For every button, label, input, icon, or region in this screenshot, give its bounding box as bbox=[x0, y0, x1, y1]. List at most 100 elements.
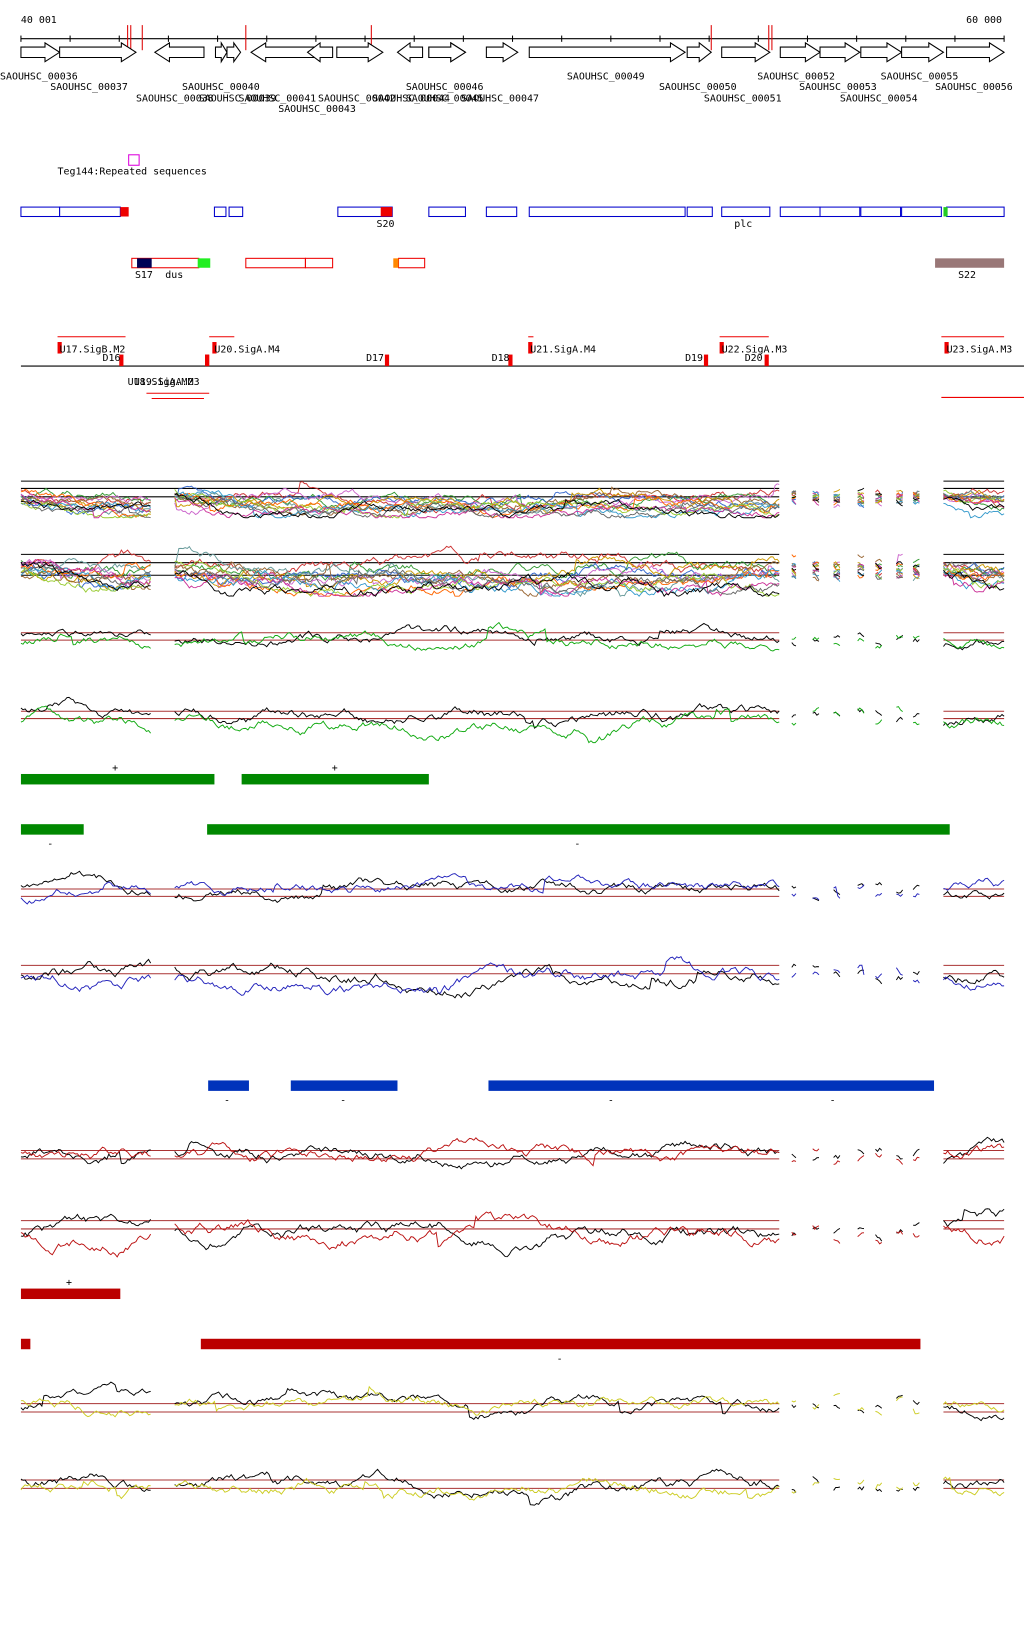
signal bbox=[875, 495, 883, 500]
signal bbox=[895, 967, 903, 976]
feature-box bbox=[935, 258, 1005, 268]
signal bbox=[791, 893, 797, 897]
signal bbox=[833, 1154, 841, 1160]
promoter-mark bbox=[384, 354, 390, 367]
signal bbox=[943, 492, 1005, 503]
signal bbox=[857, 1227, 865, 1230]
signal bbox=[812, 563, 820, 571]
gene-arrow bbox=[59, 41, 137, 63]
promoter-mark bbox=[119, 354, 124, 367]
strand-bar bbox=[20, 1288, 121, 1300]
signal bbox=[174, 560, 780, 597]
signal bbox=[896, 496, 903, 500]
signal bbox=[812, 707, 820, 712]
signal bbox=[943, 1405, 1005, 1422]
signal bbox=[896, 1394, 903, 1399]
signal bbox=[20, 881, 151, 905]
signal bbox=[791, 636, 797, 640]
signal bbox=[833, 1239, 841, 1244]
strand-bar bbox=[290, 1080, 398, 1091]
strand-bar bbox=[20, 773, 215, 785]
signal bbox=[833, 711, 841, 716]
signal bbox=[913, 494, 920, 497]
signal bbox=[875, 562, 882, 570]
feature-label: S22 bbox=[958, 270, 976, 281]
strand-mark: - bbox=[47, 839, 53, 850]
promoter-mark bbox=[57, 342, 62, 354]
feature-box bbox=[137, 258, 152, 268]
promoter-mark bbox=[703, 354, 709, 367]
signal bbox=[20, 1232, 152, 1258]
signal bbox=[857, 707, 865, 714]
signal bbox=[896, 575, 903, 579]
signal bbox=[833, 642, 841, 647]
feature-box bbox=[946, 206, 1005, 218]
signal bbox=[812, 636, 820, 641]
signal bbox=[174, 962, 780, 999]
signal bbox=[20, 488, 151, 518]
signal bbox=[791, 1153, 797, 1159]
gene-label: SAOUHSC_00036 bbox=[0, 71, 78, 82]
feature-box bbox=[397, 257, 426, 269]
signal bbox=[20, 705, 152, 734]
signal bbox=[896, 1230, 904, 1235]
feature-box bbox=[20, 206, 61, 218]
signal bbox=[857, 1149, 865, 1155]
signal bbox=[20, 499, 151, 512]
gene-label: SAOUHSC_00037 bbox=[50, 82, 128, 93]
signal bbox=[943, 1208, 1005, 1228]
signal bbox=[943, 877, 1005, 891]
signal bbox=[20, 561, 151, 592]
signal bbox=[20, 1213, 152, 1237]
signal bbox=[943, 1401, 1005, 1413]
feature-label: S20 bbox=[377, 219, 395, 230]
signal bbox=[857, 571, 865, 577]
signal bbox=[912, 1486, 920, 1492]
signal bbox=[20, 1148, 151, 1165]
signal bbox=[20, 566, 151, 592]
signal bbox=[875, 1410, 883, 1416]
promoter-mark bbox=[764, 354, 769, 367]
signal bbox=[20, 562, 151, 579]
signal bbox=[791, 972, 797, 978]
signal bbox=[857, 964, 865, 975]
feature-box bbox=[485, 206, 518, 218]
signal bbox=[174, 483, 780, 516]
feature-box bbox=[528, 206, 686, 218]
signal bbox=[943, 638, 1005, 650]
gene-arrow bbox=[485, 41, 519, 63]
signal bbox=[174, 481, 780, 514]
promoter-label: U18.SigA.M2 bbox=[128, 377, 194, 388]
signal bbox=[791, 575, 797, 578]
strand-bar bbox=[241, 773, 429, 785]
signal bbox=[875, 1152, 883, 1158]
feature-box bbox=[380, 207, 393, 217]
promoter-mark bbox=[205, 354, 210, 367]
signal bbox=[943, 717, 1005, 729]
strand-bar bbox=[488, 1080, 935, 1091]
signal bbox=[174, 1387, 780, 1420]
signal bbox=[791, 642, 797, 647]
signal bbox=[833, 496, 841, 503]
signal bbox=[875, 978, 883, 985]
signal bbox=[20, 558, 151, 581]
signal bbox=[791, 493, 797, 497]
signal bbox=[833, 563, 840, 567]
signal bbox=[812, 490, 820, 496]
signal bbox=[943, 976, 1005, 991]
gene-label: SAOUHSC_00044 bbox=[372, 93, 450, 104]
signal bbox=[791, 492, 797, 496]
signal bbox=[913, 1222, 920, 1226]
signal bbox=[913, 492, 920, 496]
promoter-label: U20.SigA.M4 bbox=[214, 344, 280, 355]
signal bbox=[912, 635, 920, 639]
feature-box bbox=[860, 206, 902, 218]
feature-box bbox=[721, 206, 771, 218]
signal bbox=[912, 570, 920, 575]
gene-arrow bbox=[779, 41, 821, 63]
strand-mark: + bbox=[66, 1277, 72, 1288]
signal bbox=[857, 493, 865, 498]
signal bbox=[912, 884, 920, 890]
ruler-start: 40 001 bbox=[21, 15, 57, 26]
